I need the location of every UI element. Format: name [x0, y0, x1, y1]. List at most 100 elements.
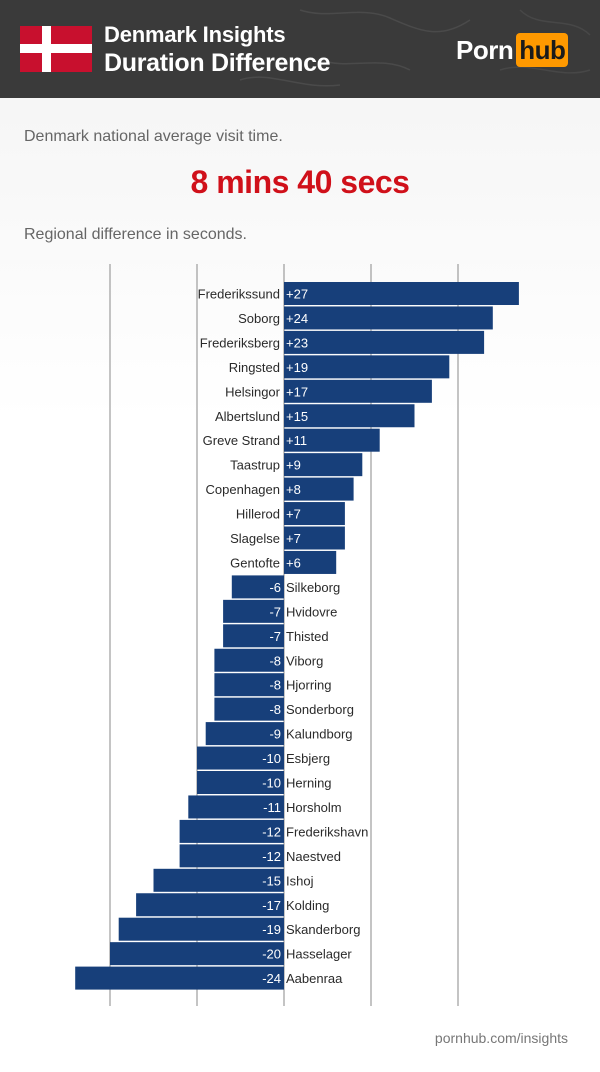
value-label: +15: [286, 409, 308, 424]
bar: [197, 771, 284, 794]
bar: [284, 282, 519, 305]
bar: [284, 428, 380, 452]
value-label: -24: [262, 971, 281, 986]
value-label: +23: [286, 335, 308, 350]
category-label: Naestved: [286, 849, 341, 864]
category-label: Frederikssund: [198, 287, 280, 302]
category-label: Frederikshavn: [286, 824, 368, 839]
regional-difference-chart: +27 Frederikssund +24 Soborg +23 Frederiksber…: [75, 264, 519, 1006]
value-label: -12: [262, 824, 281, 839]
category-label: Silkeborg: [286, 580, 340, 595]
category-label: Skanderborg: [286, 922, 360, 937]
bar: [284, 330, 485, 354]
bar: [284, 550, 337, 574]
average-description: Denmark national average visit time.: [24, 128, 283, 145]
bar: [136, 893, 284, 917]
denmark-flag-icon: [20, 26, 92, 72]
category-label: Slagelse: [230, 531, 280, 546]
category-label: Hvidovre: [286, 604, 337, 619]
bar: [214, 697, 284, 721]
bar: [284, 526, 345, 550]
bar: [284, 453, 363, 477]
bar: [223, 599, 284, 623]
category-label: Sonderborg: [286, 702, 354, 717]
brand-logo-part2: hub: [516, 33, 569, 67]
category-label: Hjorring: [286, 678, 332, 693]
value-label: -10: [262, 751, 281, 766]
bar: [153, 868, 284, 892]
value-label: +7: [286, 531, 301, 546]
bar: [284, 379, 432, 403]
category-label: Greve Strand: [203, 433, 280, 448]
category-label: Taastrup: [230, 458, 280, 473]
value-label: +8: [286, 482, 301, 497]
value-label: +7: [286, 507, 301, 522]
category-label: Gentofte: [230, 555, 280, 570]
bar: [284, 404, 415, 428]
bar: [214, 648, 284, 672]
category-label: Soborg: [238, 311, 280, 326]
value-label: -12: [262, 849, 281, 864]
category-label: Kolding: [286, 898, 329, 913]
category-label: Viborg: [286, 653, 323, 668]
world-map-texture: [239, 9, 591, 87]
value-label: +24: [286, 311, 308, 326]
value-label: +19: [286, 360, 308, 375]
bar: [179, 844, 284, 868]
value-label: -20: [262, 947, 281, 962]
bar: [179, 819, 284, 843]
value-label: -8: [269, 678, 281, 693]
category-label: Albertslund: [215, 409, 280, 424]
value-label: +17: [286, 384, 308, 399]
bar: [284, 355, 450, 379]
category-label: Hillerod: [236, 507, 280, 522]
category-label: Herning: [286, 776, 332, 791]
value-label: +11: [286, 433, 307, 448]
value-label: -10: [262, 776, 281, 791]
category-label: Kalundborg: [286, 727, 353, 742]
category-label: Horsholm: [286, 800, 342, 815]
category-label: Thisted: [286, 629, 329, 644]
value-label: -6: [269, 580, 281, 595]
category-label: Ishoj: [286, 873, 314, 888]
bar: [118, 917, 284, 941]
footer-source: pornhub.com/insights: [434, 1030, 568, 1046]
value-label: -7: [269, 604, 281, 619]
bar: [75, 966, 284, 990]
value-label: +6: [286, 555, 301, 570]
bar: [214, 673, 284, 697]
category-label: Ringsted: [229, 360, 280, 375]
value-label: -15: [262, 873, 281, 888]
bar: [284, 502, 345, 526]
category-label: Helsingor: [225, 384, 281, 399]
bar: [284, 477, 354, 501]
header-title: Denmark Insights: [104, 22, 286, 47]
bar: [284, 306, 493, 330]
value-label: +27: [286, 287, 308, 302]
national-average-value: 8 mins 40 secs: [190, 164, 410, 200]
header-banner: Denmark Insights Duration Difference Por…: [0, 0, 600, 98]
bar: [110, 942, 284, 966]
value-label: -9: [269, 727, 281, 742]
value-label: +9: [286, 458, 301, 473]
bar: [205, 722, 284, 746]
category-label: Copenhagen: [206, 482, 280, 497]
bar: [197, 746, 284, 770]
header-subtitle: Duration Difference: [104, 49, 331, 77]
bar: [231, 575, 284, 599]
category-label: Hasselager: [286, 947, 352, 962]
value-label: -8: [269, 702, 281, 717]
category-label: Esbjerg: [286, 751, 330, 766]
value-label: -17: [262, 898, 281, 913]
value-label: -8: [269, 653, 281, 668]
bar: [188, 795, 284, 819]
category-label: Aabenraa: [286, 971, 343, 986]
chart-note: Regional difference in seconds.: [24, 226, 247, 243]
bar: [223, 624, 284, 648]
category-label: Frederiksberg: [200, 335, 280, 350]
value-label: -7: [269, 629, 281, 644]
brand-logo-part1: Porn: [456, 34, 514, 65]
brand-logo: Porn hub: [456, 33, 569, 67]
value-label: -19: [262, 922, 281, 937]
value-label: -11: [263, 800, 281, 815]
